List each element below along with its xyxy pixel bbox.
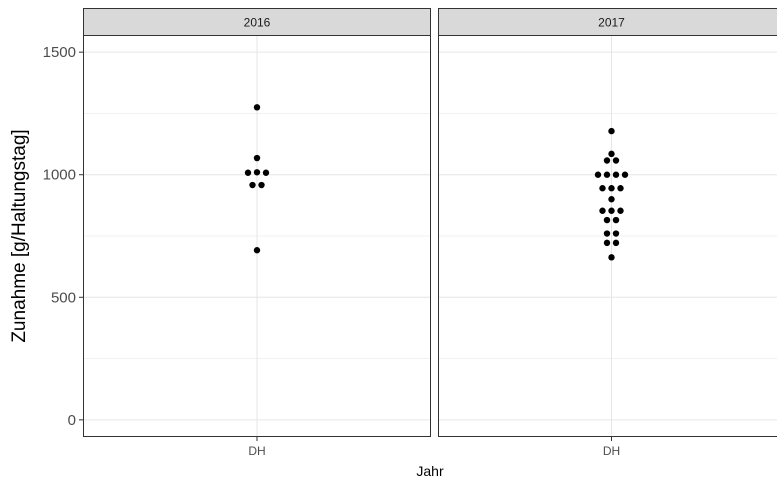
data-point xyxy=(599,208,605,214)
data-point xyxy=(258,182,264,188)
data-point xyxy=(599,185,605,191)
facet-strip-label: 2017 xyxy=(598,16,625,30)
data-point xyxy=(613,230,619,236)
data-point xyxy=(613,217,619,223)
data-point xyxy=(613,157,619,163)
x-axis-title: Jahr xyxy=(416,463,444,479)
data-point xyxy=(608,185,614,191)
data-point xyxy=(254,155,260,161)
x-tick-label: DH xyxy=(248,444,265,458)
data-point xyxy=(613,172,619,178)
data-point xyxy=(608,208,614,214)
data-point xyxy=(613,240,619,246)
data-point xyxy=(608,151,614,157)
data-point xyxy=(254,104,260,110)
data-point xyxy=(595,172,601,178)
facet-strip-label: 2016 xyxy=(244,16,271,30)
data-point xyxy=(608,254,614,260)
y-tick-label: 1000 xyxy=(43,167,76,184)
data-point xyxy=(608,196,614,202)
x-tick-label: DH xyxy=(603,444,620,458)
data-point xyxy=(608,128,614,134)
data-point xyxy=(617,185,623,191)
data-point xyxy=(263,170,269,176)
data-point xyxy=(617,208,623,214)
data-point xyxy=(604,217,610,223)
data-point xyxy=(604,172,610,178)
data-point xyxy=(245,170,251,176)
y-axis-title: Zunahme [g/Haltungstag] xyxy=(9,129,30,342)
y-tick-label: 0 xyxy=(68,412,76,429)
data-point xyxy=(604,240,610,246)
y-tick-label: 1500 xyxy=(43,44,76,61)
data-point xyxy=(254,247,260,253)
data-point xyxy=(604,230,610,236)
data-point xyxy=(249,182,255,188)
data-point xyxy=(254,169,260,175)
y-tick-label: 500 xyxy=(51,289,76,306)
data-point xyxy=(622,172,628,178)
data-point xyxy=(604,157,610,163)
